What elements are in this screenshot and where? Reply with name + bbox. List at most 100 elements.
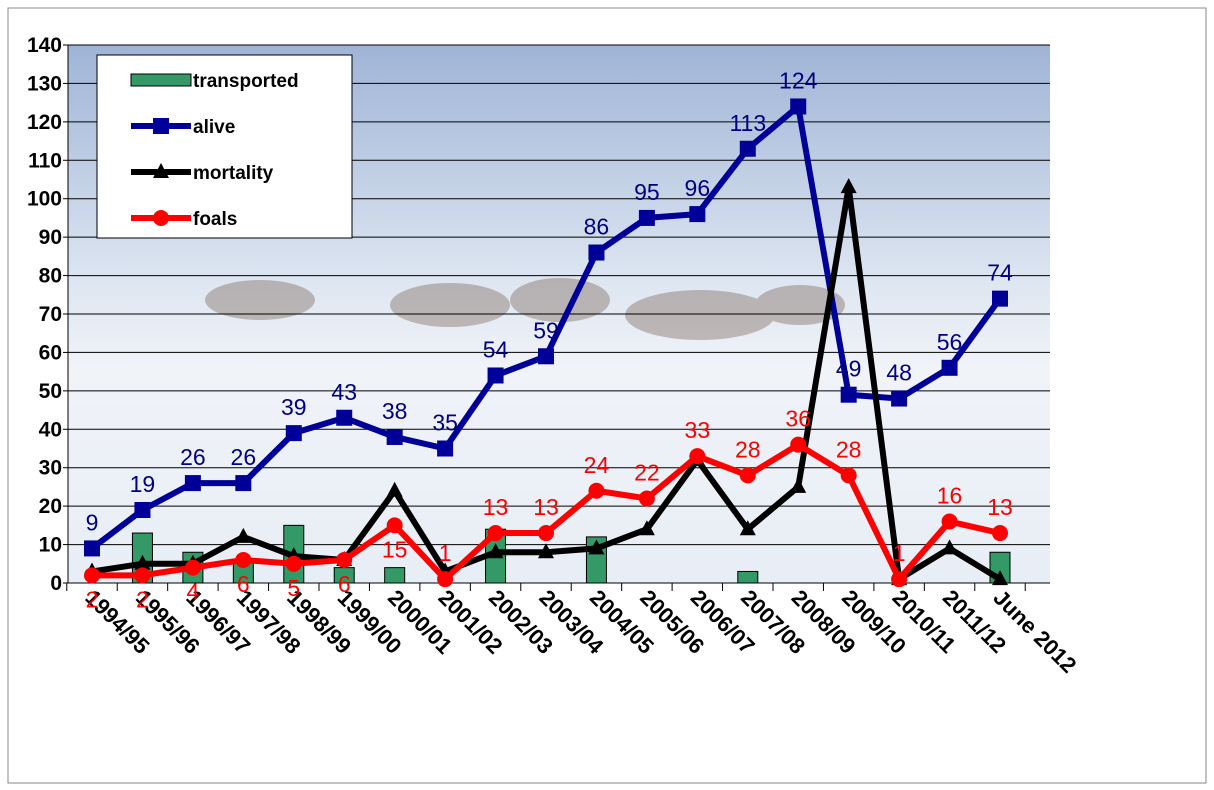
data-label: 59 <box>533 317 559 343</box>
point <box>286 556 302 572</box>
y-tick-label: 120 <box>27 111 62 134</box>
point <box>336 410 352 426</box>
point <box>790 98 806 114</box>
data-label: 28 <box>735 436 761 462</box>
data-label: 124 <box>779 67 818 93</box>
legend-label: foals <box>193 209 237 230</box>
point <box>740 467 756 483</box>
data-label: 113 <box>729 110 766 136</box>
data-label: 43 <box>331 379 357 405</box>
data-label: 6 <box>237 571 250 597</box>
legend-label: transported <box>193 71 299 92</box>
data-label: 2 <box>86 586 99 612</box>
point <box>84 540 100 556</box>
data-label: 2 <box>136 586 149 612</box>
data-label: 6 <box>338 571 351 597</box>
point <box>942 514 958 530</box>
data-label: 48 <box>886 360 912 386</box>
point <box>336 552 352 568</box>
point <box>689 206 705 222</box>
data-label: 26 <box>231 444 257 470</box>
point <box>639 210 655 226</box>
y-tick-label: 30 <box>39 457 62 480</box>
point <box>740 141 756 157</box>
point <box>588 483 604 499</box>
data-label: 15 <box>382 536 408 562</box>
data-label: 33 <box>685 417 711 443</box>
legend-marker <box>153 118 169 134</box>
point <box>538 348 554 364</box>
data-label: 24 <box>584 452 610 478</box>
point <box>841 467 857 483</box>
data-label: 86 <box>584 214 610 240</box>
point <box>84 567 100 583</box>
point <box>134 567 150 583</box>
data-label: 49 <box>836 356 862 382</box>
data-label: 28 <box>836 436 862 462</box>
page: {"chart_data": {"type": "line", "categor… <box>0 0 1214 785</box>
point <box>639 490 655 506</box>
point <box>437 571 453 587</box>
y-tick-label: 50 <box>39 380 62 403</box>
point <box>588 245 604 261</box>
legend-label: mortality <box>193 163 274 184</box>
bar <box>385 568 405 583</box>
y-tick-label: 110 <box>28 149 62 172</box>
y-tick-label: 130 <box>27 72 62 95</box>
data-label: 19 <box>130 471 156 497</box>
legend-swatch <box>131 74 191 86</box>
data-label: 5 <box>287 575 300 601</box>
data-label: 1 <box>439 540 452 566</box>
data-label: 95 <box>634 179 660 205</box>
legend-label: alive <box>193 117 235 138</box>
point <box>488 525 504 541</box>
point <box>488 367 504 383</box>
data-label: 96 <box>685 175 711 201</box>
point <box>992 525 1008 541</box>
y-tick-label: 140 <box>27 34 62 57</box>
data-label: 13 <box>987 494 1013 520</box>
data-label: 22 <box>634 459 660 485</box>
y-tick-label: 10 <box>39 534 62 557</box>
y-tick-label: 80 <box>39 265 62 288</box>
point <box>387 429 403 445</box>
point <box>841 387 857 403</box>
data-label: 9 <box>86 509 99 535</box>
data-label: 16 <box>937 483 963 509</box>
point <box>286 425 302 441</box>
legend-marker <box>153 210 169 226</box>
data-label: 26 <box>180 444 206 470</box>
point <box>790 437 806 453</box>
data-label: 56 <box>937 329 963 355</box>
data-label: 39 <box>281 394 307 420</box>
point <box>891 571 907 587</box>
point <box>185 560 201 576</box>
y-tick-label: 100 <box>27 188 62 211</box>
y-tick-label: 70 <box>39 303 62 326</box>
point <box>891 391 907 407</box>
data-label: 4 <box>186 579 199 605</box>
bar <box>738 571 758 583</box>
data-label: 38 <box>382 398 408 424</box>
y-tick-label: 60 <box>39 341 62 364</box>
y-tick-label: 90 <box>39 226 62 249</box>
point <box>185 475 201 491</box>
data-label: 36 <box>785 406 811 432</box>
point <box>134 502 150 518</box>
point <box>689 448 705 464</box>
data-label: 13 <box>483 494 509 520</box>
point <box>992 291 1008 307</box>
y-tick-label: 0 <box>50 572 62 595</box>
data-label: 1 <box>893 540 906 566</box>
data-label: 74 <box>987 260 1013 286</box>
point <box>942 360 958 376</box>
data-label: 54 <box>483 336 509 362</box>
point <box>235 552 251 568</box>
y-tick-label: 20 <box>39 495 62 518</box>
chart: 01020304050607080901001101201301401994/9… <box>0 0 1214 785</box>
point <box>235 475 251 491</box>
point <box>387 517 403 533</box>
point <box>437 441 453 457</box>
y-tick-label: 40 <box>39 418 62 441</box>
point <box>538 525 554 541</box>
